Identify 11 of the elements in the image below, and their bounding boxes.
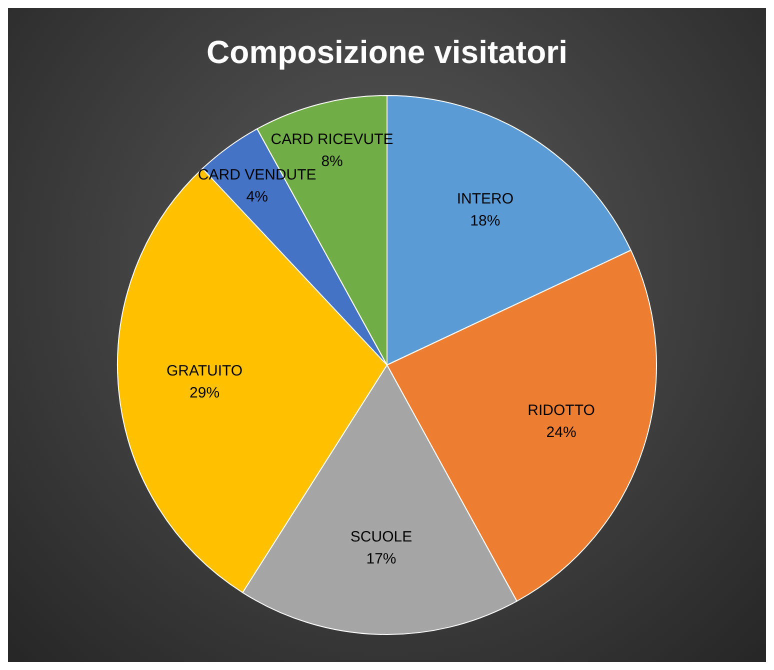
data-label: 29% bbox=[190, 384, 220, 402]
data-label: 18% bbox=[470, 212, 500, 230]
slice-label: INTERO bbox=[456, 190, 514, 208]
slice-label: SCUOLE bbox=[350, 528, 412, 546]
slice-label: GRATUITO bbox=[166, 362, 243, 380]
data-label: 24% bbox=[546, 424, 576, 441]
data-label: 17% bbox=[366, 550, 396, 568]
data-label: 4% bbox=[246, 188, 268, 206]
slice-label: RIDOTTO bbox=[528, 402, 595, 419]
chart-title: Composizione visitatori bbox=[206, 34, 568, 71]
data-label: 8% bbox=[321, 153, 343, 170]
